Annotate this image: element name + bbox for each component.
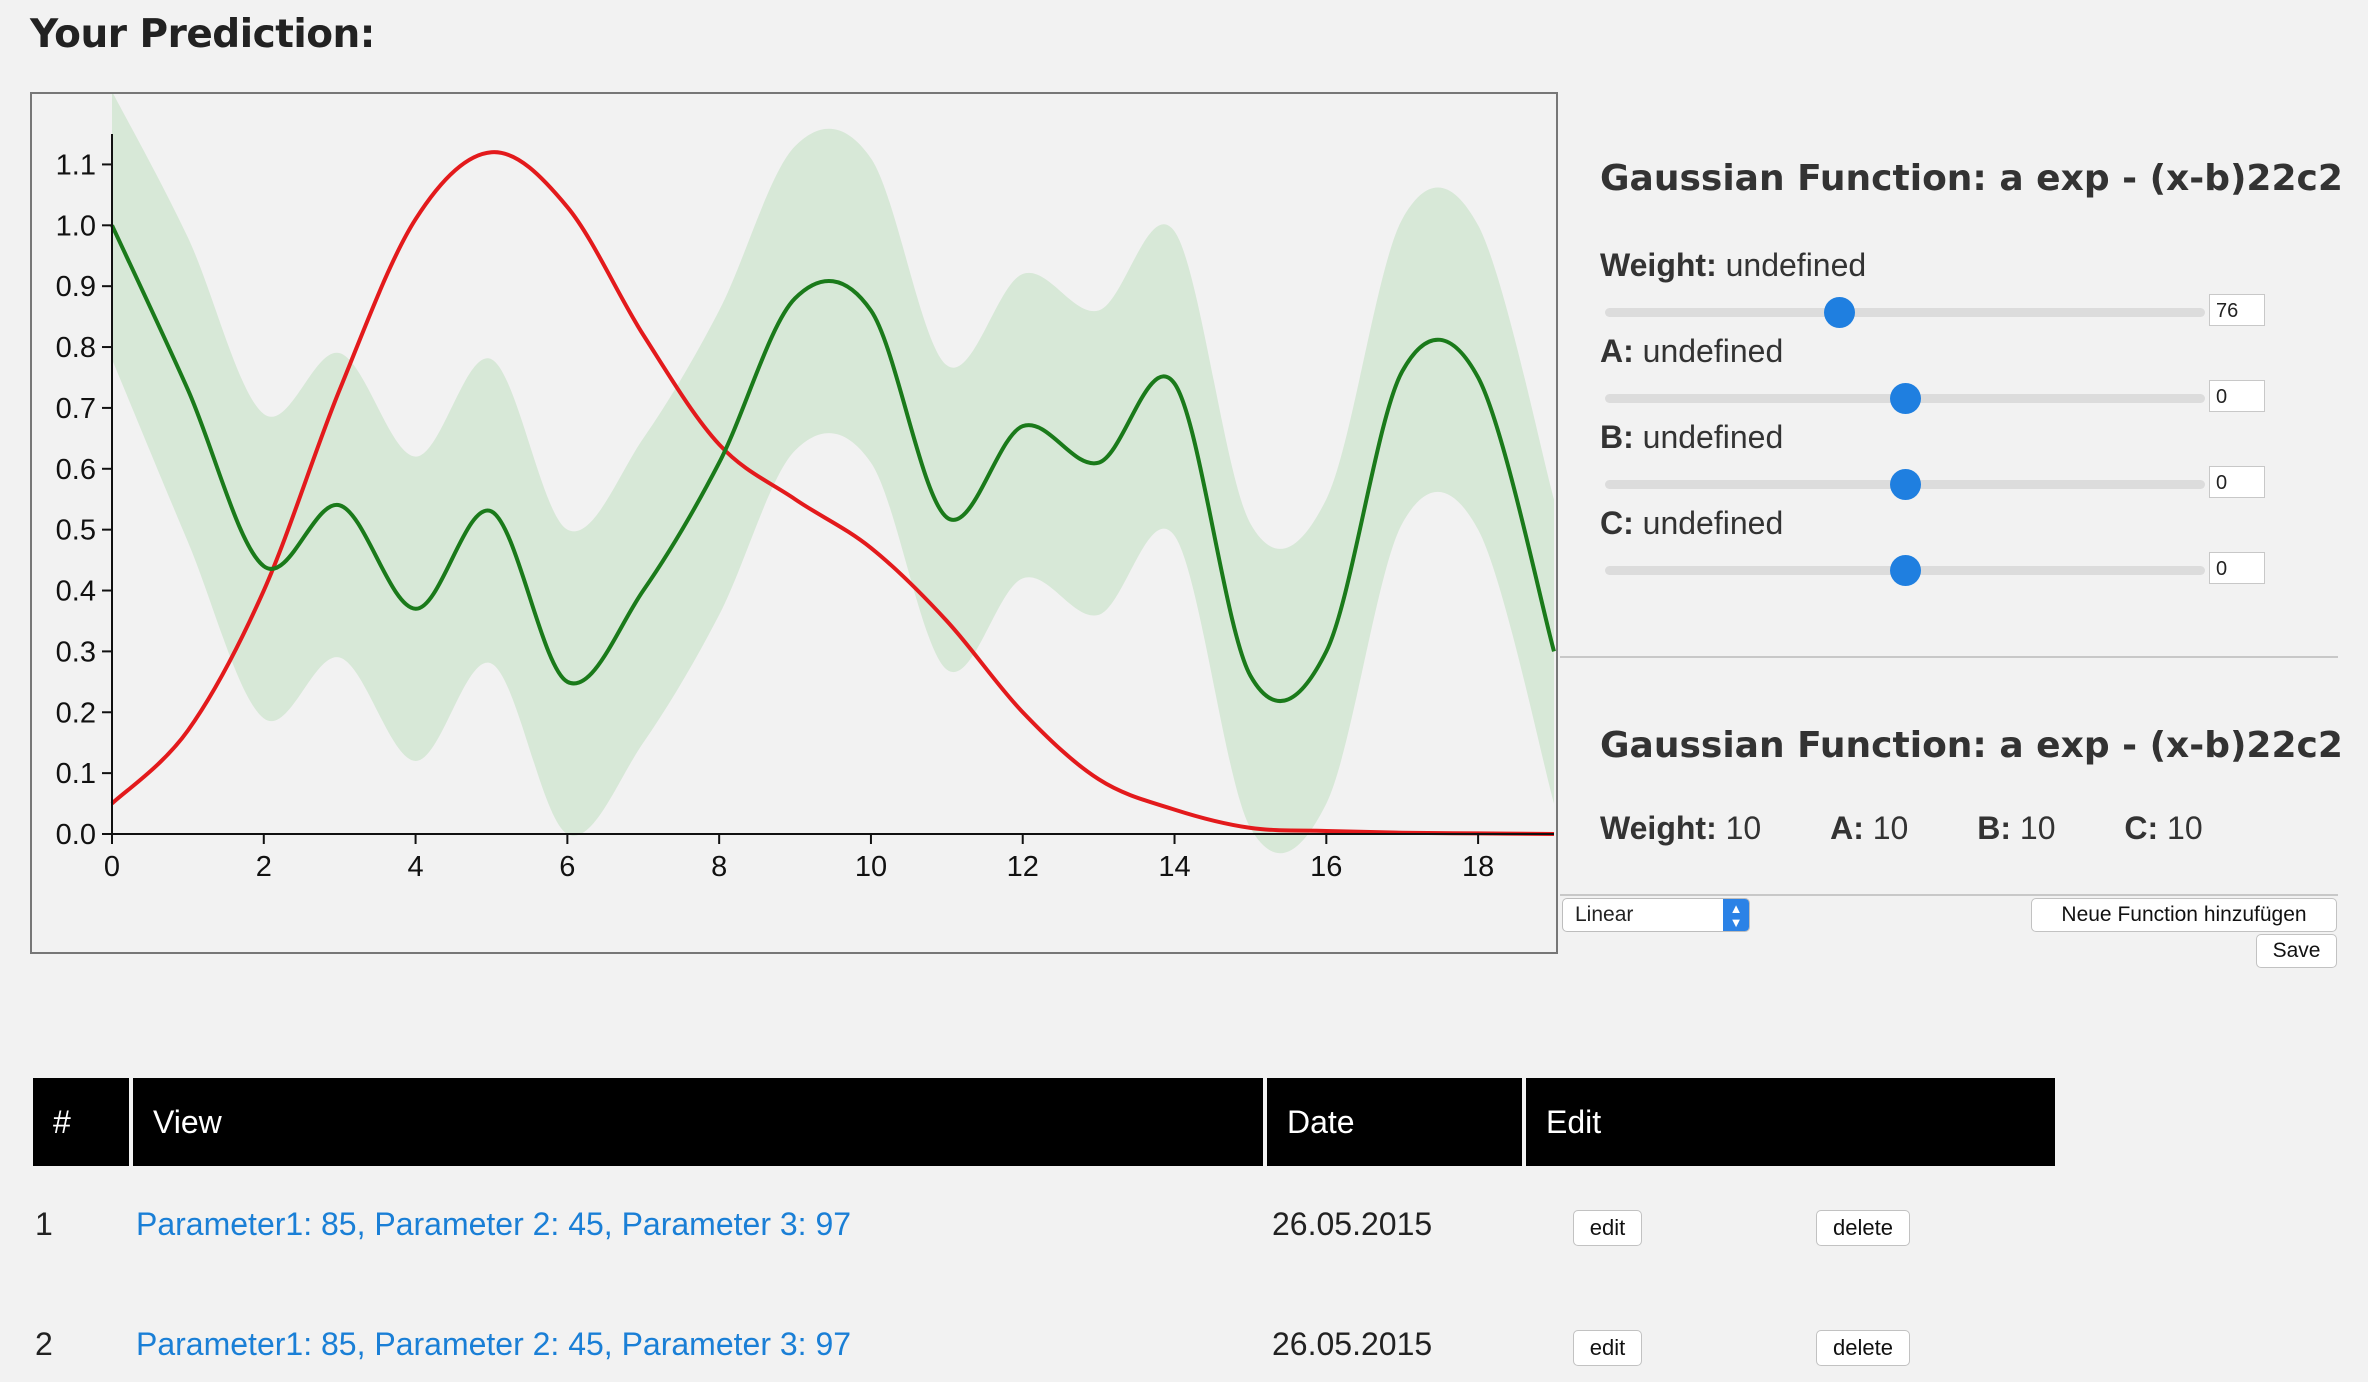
series-line-1 (110, 224, 1556, 703)
y-tick-label: 0.2 (56, 697, 96, 729)
a-input[interactable]: 0 (2209, 380, 2265, 412)
function-title-2: Gaussian Function: a exp - (x-b)22c2 (1600, 725, 2343, 766)
edit-button[interactable]: edit (1573, 1330, 1642, 1366)
summary-b: B: 10 (1977, 810, 2056, 846)
header-num: # (33, 1078, 129, 1166)
a-slider-thumb[interactable] (1890, 383, 1921, 414)
b-label-key: B: (1600, 419, 1634, 455)
summary-weight: Weight: 10 (1600, 810, 1762, 846)
b-label-value: undefined (1642, 419, 1784, 455)
row-view-link[interactable]: Parameter1: 85, Parameter 2: 45, Paramet… (136, 1326, 852, 1362)
x-tick-label: 16 (1310, 851, 1342, 883)
a-label-key: A: (1600, 333, 1634, 369)
panel-divider-2 (1560, 894, 2338, 896)
summary-a: A: 10 (1830, 810, 1909, 846)
row-date: 26.05.2015 (1272, 1206, 1433, 1242)
a-slider[interactable] (1605, 383, 2205, 414)
weight-slider-thumb[interactable] (1824, 297, 1855, 328)
add-function-button[interactable]: Neue Function hinzufügen (2031, 898, 2337, 932)
table-header: # View Date Edit (33, 1078, 2055, 1166)
x-tick-label: 10 (855, 851, 887, 883)
c-label: C: undefined (1600, 505, 1783, 542)
b-label: B: undefined (1600, 419, 1783, 456)
header-view: View (133, 1078, 1263, 1166)
summary-c: C: 10 (2124, 810, 2203, 846)
c-input[interactable]: 0 (2209, 552, 2265, 584)
x-tick-label: 8 (711, 851, 727, 883)
function-type-select[interactable]: Linear ▲ ▼ (1562, 898, 1750, 932)
y-tick-label: 0.7 (56, 393, 96, 425)
prediction-chart: 0.0 0.1 0.2 0.3 0.4 0.5 0.6 0.7 0.8 0.9 1.0 1.1 0 2 4 6… (30, 92, 1558, 954)
row-date: 26.05.2015 (1272, 1326, 1433, 1362)
save-button[interactable]: Save (2256, 934, 2337, 968)
x-tick-label: 14 (1158, 851, 1190, 883)
chart-svg: 0.0 0.1 0.2 0.3 0.4 0.5 0.6 0.7 0.8 0.9 1.0 1.1 0 2 4 6… (56, 94, 1556, 883)
confidence-band (112, 94, 1554, 854)
y-tick-label: 0.1 (56, 758, 96, 790)
row-num: 2 (35, 1326, 53, 1362)
b-slider-thumb[interactable] (1890, 469, 1921, 500)
header-date: Date (1267, 1078, 1522, 1166)
function-type-value: Linear (1575, 903, 1634, 926)
function-summary: Weight: 10 A: 10 B: 10 C: 10 (1600, 810, 2263, 847)
c-slider-thumb[interactable] (1890, 555, 1921, 586)
b-slider[interactable] (1605, 469, 2205, 500)
a-label-value: undefined (1642, 333, 1784, 369)
weight-label-value: undefined (1725, 247, 1867, 283)
a-label: A: undefined (1600, 333, 1783, 370)
weight-input[interactable]: 76 (2209, 294, 2265, 326)
weight-slider[interactable] (1605, 297, 2205, 328)
y-tick-label: 0.4 (56, 576, 96, 608)
c-label-value: undefined (1642, 505, 1784, 541)
weight-label-key: Weight: (1600, 247, 1717, 283)
x-tick-label: 18 (1462, 851, 1494, 883)
function-panel: Gaussian Function: a exp - (x-b)22c2 Wei… (1560, 0, 2343, 1382)
delete-button[interactable]: delete (1816, 1330, 1910, 1366)
page-title: Your Prediction: (30, 12, 375, 57)
edit-button[interactable]: edit (1573, 1210, 1642, 1246)
row-view-link[interactable]: Parameter1: 85, Parameter 2: 45, Paramet… (136, 1206, 852, 1242)
x-tick-label: 6 (559, 851, 575, 883)
y-tick-label: 0.8 (56, 332, 96, 364)
panel-divider (1560, 656, 2338, 658)
c-slider[interactable] (1605, 555, 2205, 586)
select-arrows-icon: ▲ ▼ (1723, 899, 1749, 931)
function-title: Gaussian Function: a exp - (x-b)22c2 (1600, 158, 2343, 199)
weight-label: Weight: undefined (1600, 247, 1866, 284)
y-tick-label: 0.0 (56, 819, 96, 851)
y-tick-label: 0.3 (56, 636, 96, 668)
delete-button[interactable]: delete (1816, 1210, 1910, 1246)
c-label-key: C: (1600, 505, 1634, 541)
b-input[interactable]: 0 (2209, 466, 2265, 498)
x-tick-label: 0 (104, 851, 120, 883)
x-tick-label: 12 (1007, 851, 1039, 883)
row-num: 1 (35, 1206, 53, 1242)
header-edit: Edit (1526, 1078, 2055, 1166)
y-tick-label: 0.6 (56, 454, 96, 486)
y-tick-label: 0.5 (56, 515, 96, 547)
y-tick-label: 1.0 (56, 210, 96, 242)
x-tick-label: 2 (256, 851, 272, 883)
y-tick-label: 0.9 (56, 271, 96, 303)
y-tick-label: 1.1 (56, 149, 96, 181)
x-tick-label: 4 (408, 851, 424, 883)
series-line-0 (110, 150, 1555, 836)
